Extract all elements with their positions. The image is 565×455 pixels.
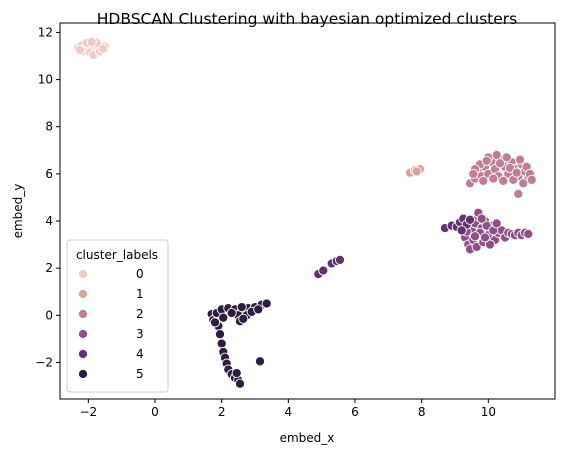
legend-marker-2	[77, 308, 89, 320]
data-point-cluster-2-32	[511, 167, 522, 178]
x-axis-ticks: −2 0 2 4 6 8 10	[79, 399, 496, 419]
legend-box	[66, 239, 169, 393]
data-point-cluster-3-29	[491, 218, 502, 229]
data-point-cluster-5-5	[216, 338, 227, 349]
legend-marker-0	[77, 268, 89, 280]
data-point-cluster-2-25	[514, 154, 526, 165]
data-point-cluster-5-29	[254, 356, 266, 367]
points-layer	[73, 36, 537, 389]
legend-marker-3	[77, 328, 89, 340]
y-tick-label: 0	[45, 308, 53, 322]
data-point-cluster-4-1	[318, 265, 329, 276]
data-point-cluster-5-4	[214, 329, 226, 340]
data-point-cluster-2-22	[498, 175, 509, 186]
data-point-cluster-3-33	[479, 232, 491, 243]
data-point-cluster-2-36	[468, 168, 479, 179]
legend-marker-4	[77, 348, 89, 360]
x-tick-label: 10	[481, 405, 496, 419]
x-tick-label: 6	[351, 405, 359, 419]
legend-marker-5	[77, 368, 89, 380]
y-tick-label: −2	[35, 355, 53, 369]
plot-frame	[59, 22, 556, 400]
legend-label-5: 5	[136, 367, 144, 381]
data-point-cluster-3-19	[523, 228, 534, 240]
legend-label-1: 1	[136, 287, 144, 301]
chart-title: HDBSCAN Clustering with bayesian optimiz…	[97, 10, 517, 28]
data-point-cluster-4-12	[456, 225, 467, 236]
data-point-cluster-5-30	[209, 317, 221, 328]
data-point-cluster-2-21	[491, 149, 502, 161]
x-tick-label: 0	[151, 405, 159, 419]
data-point-cluster-5-14	[231, 368, 242, 379]
legend-label-2: 2	[136, 307, 144, 321]
data-point-cluster-3-32	[469, 231, 481, 242]
y-tick-label: 6	[45, 167, 53, 181]
legend-label-0: 0	[136, 267, 144, 281]
data-point-cluster-2-26	[518, 178, 529, 189]
data-point-cluster-4-4	[334, 254, 346, 265]
y-tick-label: 10	[38, 73, 53, 87]
data-point-cluster-0-17	[86, 36, 97, 47]
data-point-cluster-0-16	[98, 43, 109, 54]
legend-label-3: 3	[136, 327, 144, 341]
data-point-cluster-5-32	[238, 313, 249, 324]
data-point-cluster-2-37	[526, 174, 537, 185]
y-tick-label: 12	[38, 25, 53, 39]
data-point-cluster-4-11	[464, 214, 476, 225]
data-point-cluster-5-25	[236, 302, 247, 313]
data-point-cluster-2-35	[513, 188, 524, 199]
data-point-cluster-5-22	[261, 298, 272, 309]
legend-label-4: 4	[136, 347, 144, 361]
legend-marker-1	[77, 288, 89, 300]
x-axis-label: embed_x	[280, 431, 335, 445]
data-point-cluster-3-30	[484, 239, 496, 250]
data-point-cluster-5-33	[226, 307, 237, 319]
x-tick-label: 4	[285, 405, 293, 419]
x-tick-label: −2	[79, 405, 97, 419]
data-point-cluster-2-30	[494, 158, 506, 169]
data-point-cluster-3-27	[476, 213, 487, 224]
y-tick-label: 8	[45, 120, 53, 134]
data-point-cluster-0-15	[74, 45, 86, 56]
data-point-cluster-1-3	[411, 166, 422, 177]
data-point-cluster-5-28	[253, 304, 264, 315]
data-point-cluster-2-33	[488, 173, 499, 184]
legend-entries: 0 1 2 3 4 5	[77, 267, 144, 381]
data-point-cluster-5-31	[218, 312, 229, 323]
y-tick-label: 2	[45, 261, 53, 275]
legend-title: cluster_labels	[76, 248, 158, 262]
data-point-cluster-2-34	[481, 155, 492, 166]
y-tick-label: 4	[45, 214, 53, 228]
data-point-cluster-5-13	[234, 378, 246, 389]
data-point-cluster-2-23	[501, 152, 512, 163]
y-axis-label: embed_y	[11, 184, 25, 239]
data-point-cluster-2-19	[478, 175, 489, 186]
y-axis-ticks: −2 0 2 4 6 8 10 12	[35, 25, 60, 369]
legend: cluster_labels 0 1 2 3 4 5	[66, 239, 169, 393]
x-tick-label: 8	[418, 405, 426, 419]
x-tick-label: 2	[218, 405, 226, 419]
